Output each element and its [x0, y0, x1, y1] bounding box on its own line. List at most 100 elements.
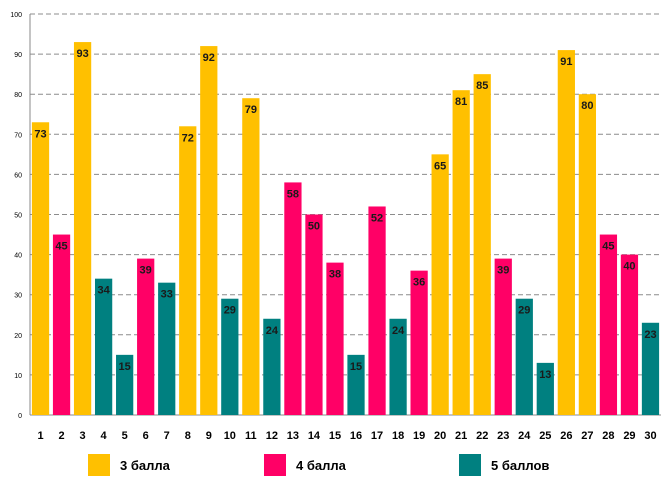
x-tick-label: 23 [497, 430, 509, 442]
legend-swatch [459, 454, 481, 476]
bar [137, 258, 155, 415]
y-tick-label: 80 [14, 92, 22, 99]
data-label: 29 [518, 305, 530, 317]
bar [305, 214, 323, 415]
x-tick-label: 12 [266, 430, 278, 442]
bar [221, 298, 239, 415]
data-label: 79 [245, 104, 257, 116]
bar [242, 98, 260, 416]
bar [326, 262, 344, 415]
data-label: 52 [371, 212, 383, 224]
x-tick-label: 16 [350, 430, 362, 442]
bar [179, 126, 197, 415]
x-tick-label: 4 [101, 430, 108, 442]
data-label: 80 [581, 100, 593, 112]
legend-label: 5 баллов [491, 457, 550, 473]
legend-item-3-balla: 3 балла [88, 452, 170, 478]
bars [31, 42, 660, 416]
x-tick-label: 20 [434, 430, 446, 442]
bar [263, 318, 281, 415]
legend-swatch [264, 454, 286, 476]
y-axis-ticks: 0 10 20 30 40 50 60 70 80 90 100 [10, 12, 22, 420]
bar [284, 182, 302, 415]
x-tick-label: 2 [58, 430, 64, 442]
data-label: 93 [76, 48, 88, 60]
x-tick-label: 9 [206, 430, 212, 442]
data-label: 15 [350, 361, 362, 373]
grid-lines [29, 13, 661, 416]
x-tick-label: 11 [245, 430, 257, 442]
data-label: 29 [224, 305, 236, 317]
x-tick-label: 8 [185, 430, 191, 442]
data-label: 45 [602, 241, 614, 253]
bar [494, 258, 512, 415]
data-label: 13 [539, 369, 551, 381]
data-label: 23 [644, 329, 656, 341]
x-tick-label: 26 [560, 430, 572, 442]
bar [31, 122, 50, 416]
x-tick-label: 18 [392, 430, 404, 442]
bar [410, 270, 428, 415]
data-label: 38 [329, 269, 341, 281]
x-tick-label: 15 [329, 430, 341, 442]
y-tick-label: 100 [10, 12, 22, 19]
data-label: 24 [266, 325, 279, 337]
bar [620, 254, 639, 415]
bar [557, 50, 575, 416]
y-tick-label: 20 [14, 333, 22, 340]
data-label: 39 [497, 265, 509, 277]
bar [368, 206, 386, 415]
y-tick-label: 60 [14, 172, 22, 179]
data-label: 24 [392, 325, 405, 337]
x-tick-label: 29 [623, 430, 635, 442]
x-tick-label: 27 [581, 430, 593, 442]
bar [641, 322, 660, 415]
data-labels: 73 45 93 34 15 39 33 72 92 29 79 24 58 50 38 15 52 24 36 65… [34, 48, 656, 381]
legend-item-5-ballov: 5 баллов [459, 452, 549, 478]
x-tick-label: 10 [224, 430, 236, 442]
data-label: 39 [140, 265, 152, 277]
legend-label: 4 балла [296, 457, 346, 473]
y-tick-label: 10 [14, 373, 22, 380]
x-tick-label: 28 [602, 430, 614, 442]
y-tick-label: 70 [14, 132, 22, 139]
x-tick-label: 13 [287, 430, 299, 442]
x-tick-label: 1 [37, 430, 43, 442]
data-label: 85 [476, 80, 488, 92]
legend: 3 балла 4 балла 5 баллов [0, 452, 671, 482]
bar [94, 278, 113, 415]
legend-label: 3 балла [120, 457, 170, 473]
data-label: 58 [287, 188, 299, 200]
bar [158, 282, 176, 415]
y-tick-label: 30 [14, 293, 22, 300]
bar [389, 318, 407, 415]
data-label: 15 [119, 361, 131, 373]
bar [452, 90, 470, 415]
legend-item-4-balla: 4 балла [264, 452, 346, 478]
x-tick-label: 24 [518, 430, 531, 442]
data-label: 91 [560, 56, 572, 68]
bar [431, 154, 449, 415]
bar [73, 42, 92, 415]
x-tick-label: 5 [122, 430, 128, 442]
x-tick-label: 19 [413, 430, 425, 442]
x-tick-label: 17 [371, 430, 383, 442]
data-label: 50 [308, 221, 320, 233]
data-label: 81 [455, 96, 467, 108]
x-tick-label: 21 [455, 430, 467, 442]
y-tick-label: 50 [14, 213, 22, 220]
data-label: 72 [182, 132, 194, 144]
legend-swatch [88, 454, 110, 476]
y-tick-label: 0 [18, 413, 22, 420]
bar [116, 354, 134, 415]
x-axis-ticks: 1 2 3 4 5 6 7 8 9 10 11 12 13 14 15 16 17 18 19 20 21 22 23 24 2… [37, 430, 656, 442]
bar [52, 234, 71, 415]
y-tick-label: 40 [14, 253, 22, 260]
bar [578, 94, 597, 415]
x-tick-label: 3 [80, 430, 86, 442]
data-label: 40 [623, 261, 635, 273]
bar [473, 74, 491, 416]
bar [515, 298, 533, 415]
x-tick-label: 7 [164, 430, 170, 442]
